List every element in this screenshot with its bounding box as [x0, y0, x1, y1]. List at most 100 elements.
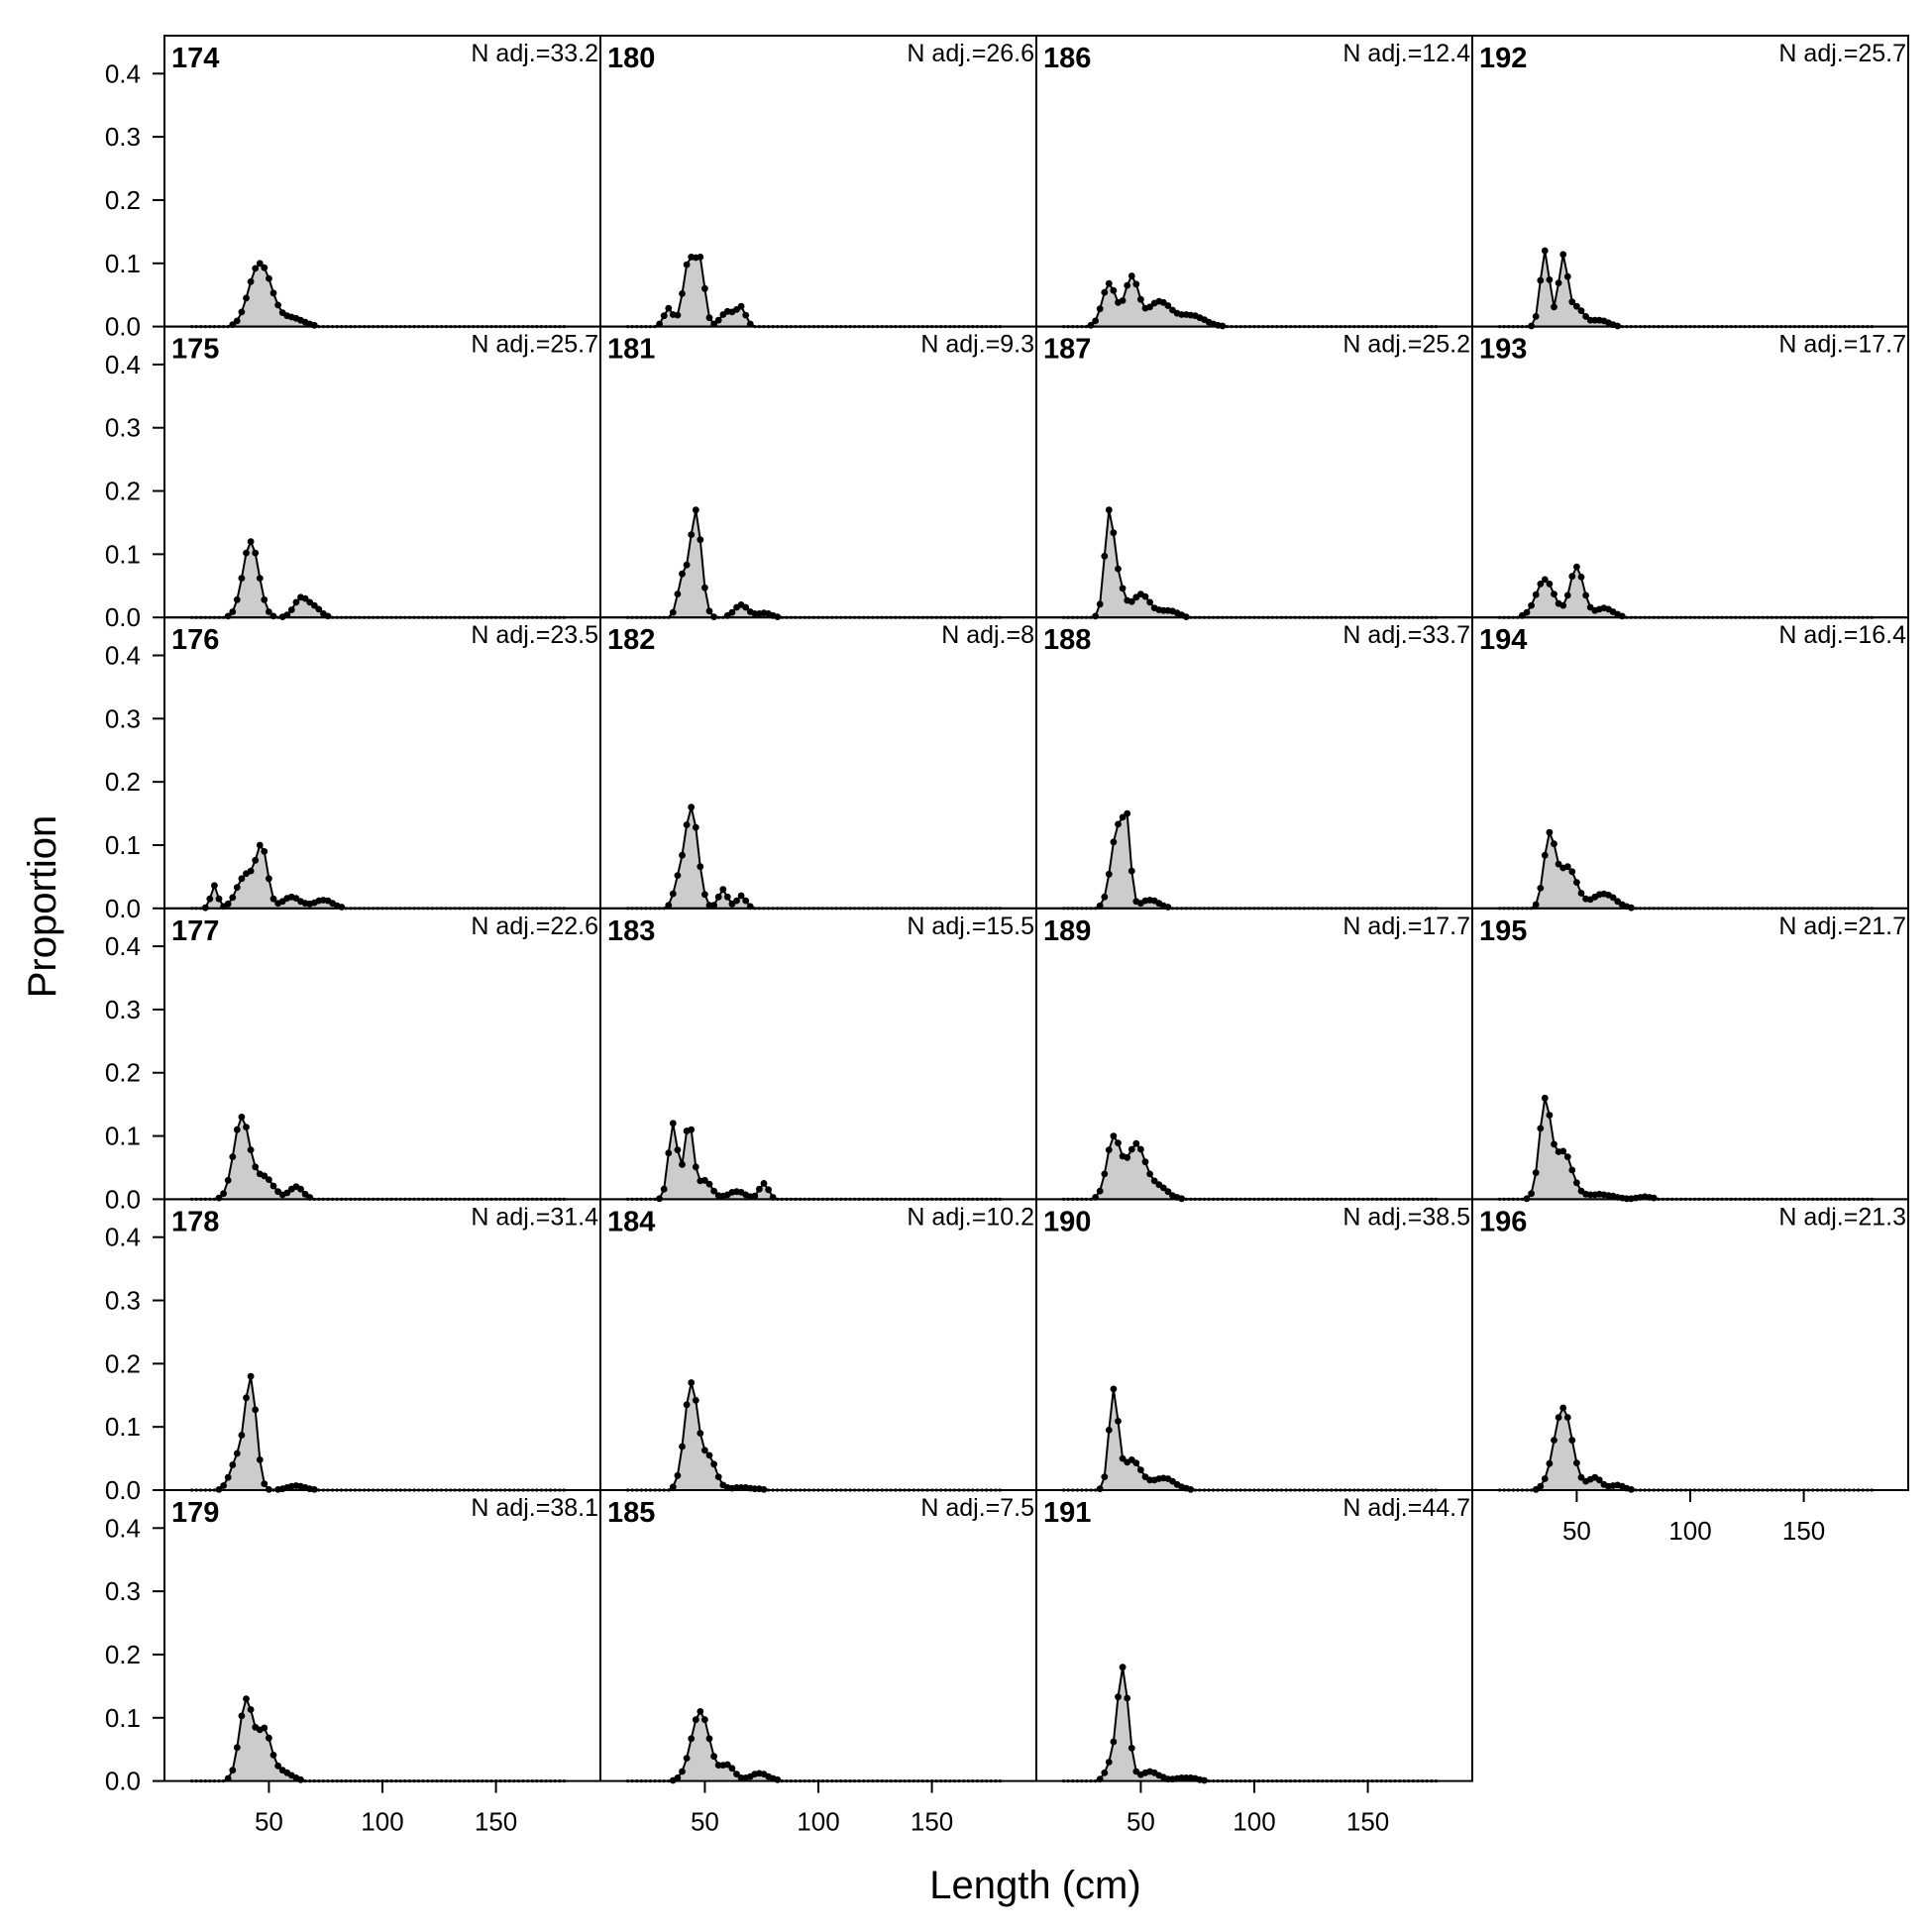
data-point-180-42	[683, 261, 691, 268]
data-point-175-72	[315, 605, 323, 613]
data-point-176-44	[252, 856, 260, 864]
panel-grid: 174 N adj.=33.2 0.0 0.1 0.2 0.3 0.4 175 N adj.=2…	[105, 35, 1909, 1837]
panel-188: 188 N adj.=33.7	[1035, 616, 1473, 911]
data-point-192-54	[1582, 313, 1589, 320]
data-point-183-54	[710, 1187, 717, 1195]
data-point-195-32	[1532, 1169, 1540, 1176]
n-adj-label-196: N adj.=21.3	[1778, 1203, 1906, 1231]
data-point-194-48	[1568, 868, 1576, 876]
data-point-180-56	[714, 316, 722, 324]
data-point-183-72	[751, 1192, 759, 1200]
data-point-183-40	[679, 1160, 686, 1168]
panel-frame-194	[1471, 616, 1909, 910]
data-point-192-44	[1559, 251, 1567, 259]
area-187	[1063, 509, 1437, 618]
y-tick-label-179-0.3: 0.3	[105, 1576, 141, 1606]
data-point-189-32	[1096, 1187, 1104, 1195]
data-point-187-30	[1092, 612, 1099, 620]
panel-label-182: 182	[607, 624, 655, 656]
data-point-177-30	[220, 1190, 228, 1198]
area-185	[627, 1711, 1001, 1781]
data-point-181-36	[669, 608, 677, 616]
panel-174: 174 N adj.=33.2 0.0 0.1 0.2 0.3 0.4	[105, 35, 601, 342]
n-adj-label-195: N adj.=21.7	[1778, 912, 1906, 940]
data-point-187-52	[1141, 592, 1149, 600]
data-point-192-42	[1555, 279, 1562, 286]
n-adj-label-192: N adj.=25.7	[1778, 40, 1906, 67]
n-adj-label-188: N adj.=33.7	[1342, 621, 1470, 649]
data-point-179-40	[243, 1695, 250, 1702]
data-point-177-34	[229, 1153, 237, 1160]
area-179	[191, 1698, 565, 1781]
data-point-184-44	[688, 1379, 696, 1386]
n-adj-label-191: N adj.=44.7	[1342, 1494, 1470, 1522]
data-point-186-46	[1127, 272, 1135, 279]
data-point-188-44	[1124, 809, 1131, 817]
data-point-183-34	[665, 1149, 673, 1157]
panel-frame-181	[599, 325, 1037, 619]
area-196	[1499, 1408, 1873, 1490]
area-195	[1499, 1098, 1873, 1200]
data-point-176-34	[229, 894, 237, 902]
y-tick-label-176-0.3: 0.3	[105, 703, 141, 733]
data-point-186-54	[1146, 303, 1153, 311]
panel-label-174: 174	[171, 43, 219, 74]
panel-177: 177 N adj.=22.6 0.0 0.1 0.2 0.3 0.4	[105, 907, 601, 1214]
data-point-179-34	[229, 1767, 237, 1774]
n-adj-label-174: N adj.=33.2	[471, 40, 598, 67]
data-point-174-50	[266, 274, 272, 282]
data-point-176-38	[238, 875, 246, 883]
area-188	[1063, 813, 1437, 909]
data-point-196-34	[1537, 1482, 1545, 1490]
x-tick-label-191-150: 150	[1346, 1807, 1389, 1837]
data-point-193-50	[1573, 563, 1580, 571]
data-point-183-46	[692, 1163, 699, 1171]
data-point-188-46	[1127, 867, 1135, 875]
data-point-176-46	[256, 841, 264, 849]
data-point-178-36	[233, 1449, 241, 1457]
data-point-174-46	[256, 260, 264, 268]
area-186	[1063, 275, 1437, 327]
data-point-192-40	[1551, 303, 1557, 311]
data-point-180-52	[705, 314, 713, 322]
data-point-190-48	[1132, 1459, 1140, 1466]
data-point-180-66	[737, 302, 745, 310]
data-point-196-38	[1546, 1459, 1554, 1467]
n-adj-label-176: N adj.=23.5	[471, 621, 598, 649]
y-tick-label-174-0.4: 0.4	[105, 58, 141, 88]
panel-label-190: 190	[1043, 1206, 1091, 1237]
data-point-178-30	[220, 1482, 228, 1489]
data-point-177-36	[233, 1126, 241, 1133]
data-point-193-40	[1551, 590, 1557, 597]
data-point-188-36	[1105, 870, 1113, 878]
data-point-190-40	[1115, 1418, 1122, 1425]
y-tick-label-177-0.3: 0.3	[105, 995, 141, 1024]
n-adj-label-183: N adj.=15.5	[907, 912, 1034, 940]
panel-181: 181 N adj.=9.3	[599, 325, 1037, 620]
panel-183: 183 N adj.=15.5	[599, 907, 1037, 1203]
data-point-187-42	[1119, 585, 1127, 592]
panel-178: 178 N adj.=31.4 0.0 0.1 0.2 0.3 0.4	[105, 1198, 601, 1505]
panel-187: 187 N adj.=25.2	[1035, 325, 1473, 620]
data-point-175-62	[292, 598, 300, 606]
n-adj-label-179: N adj.=38.1	[471, 1494, 598, 1522]
data-point-185-42	[683, 1755, 691, 1762]
data-point-190-36	[1105, 1427, 1113, 1434]
data-point-176-24	[206, 895, 214, 903]
data-point-187-38	[1110, 529, 1118, 537]
n-adj-label-187: N adj.=25.2	[1342, 331, 1470, 359]
data-point-189-38	[1110, 1132, 1118, 1139]
data-point-189-52	[1141, 1158, 1149, 1166]
data-point-189-54	[1146, 1170, 1153, 1178]
data-point-175-50	[266, 608, 272, 615]
panel-label-194: 194	[1479, 624, 1527, 656]
data-point-186-44	[1124, 281, 1131, 289]
data-point-176-28	[215, 895, 223, 903]
data-point-193-44	[1559, 601, 1567, 609]
data-point-186-30	[1092, 317, 1099, 325]
x-tick-label-179-150: 150	[475, 1807, 517, 1837]
data-point-180-48	[697, 254, 704, 261]
n-adj-label-194: N adj.=16.4	[1778, 621, 1906, 649]
data-point-191-38	[1110, 1738, 1118, 1746]
data-point-177-40	[243, 1124, 250, 1130]
